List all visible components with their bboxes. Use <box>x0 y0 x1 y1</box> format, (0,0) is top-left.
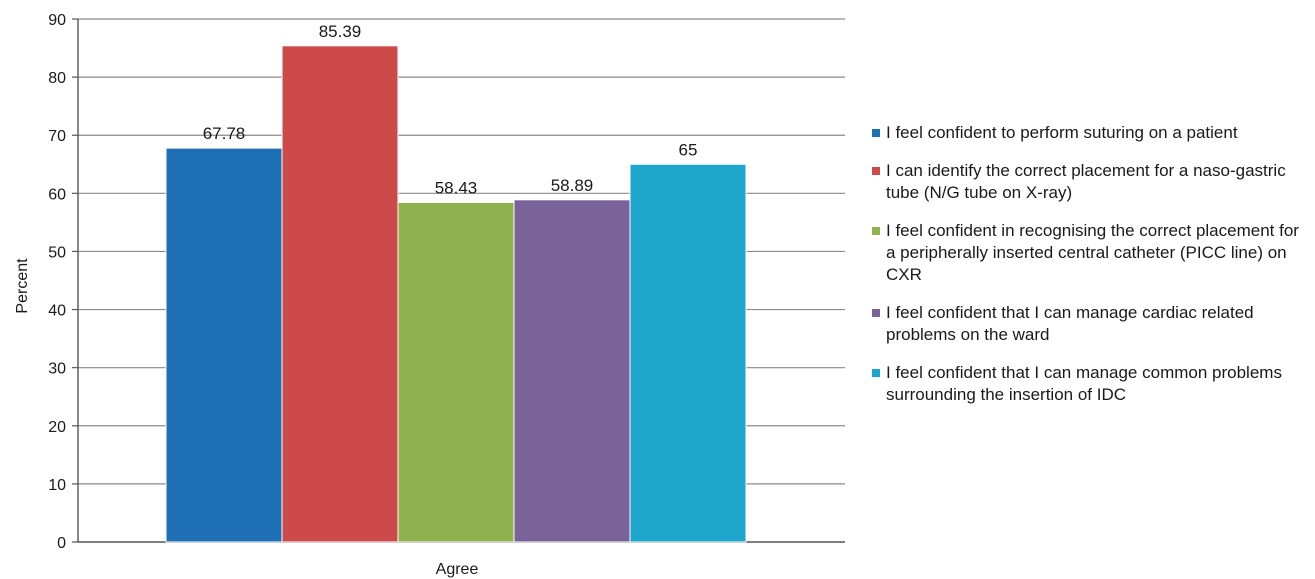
y-tick-label: 30 <box>48 361 66 378</box>
bars <box>165 45 747 543</box>
y-tick-labels: 0 10 20 30 40 50 60 70 80 90 <box>48 12 66 552</box>
legend-swatch <box>872 369 880 377</box>
x-axis-label: Agree <box>436 561 479 578</box>
y-axis-label: Percent <box>14 258 31 314</box>
y-tick-label: 0 <box>57 535 66 552</box>
bar-chart: 0 10 20 30 40 50 60 70 80 90 67.78 85.39 58.43 58.89… <box>14 12 845 578</box>
bar <box>629 163 747 543</box>
legend-swatch <box>872 227 880 235</box>
legend-item: I feel confident in recognising the corr… <box>872 220 1312 286</box>
data-labels: 67.78 85.39 58.43 58.89 65 <box>203 22 698 198</box>
y-tick-label: 10 <box>48 477 66 494</box>
legend-item: I feel confident that I can manage commo… <box>872 362 1312 406</box>
legend-item: I can identify the correct placement for… <box>872 160 1312 204</box>
legend-item: I feel confident that I can manage cardi… <box>872 302 1312 346</box>
legend-label: I feel confident that I can manage commo… <box>886 363 1282 404</box>
legend-item: I feel confident to perform suturing on … <box>872 122 1312 144</box>
data-label: 58.89 <box>551 176 594 195</box>
legend-swatch <box>872 167 880 175</box>
y-tick-label: 50 <box>48 244 66 261</box>
bar <box>397 201 515 543</box>
y-tick-label: 20 <box>48 419 66 436</box>
legend-label: I feel confident in recognising the corr… <box>886 221 1299 284</box>
bar <box>513 199 631 543</box>
bar <box>281 45 399 543</box>
y-tick-label: 70 <box>48 128 66 145</box>
legend: I feel confident to perform suturing on … <box>872 122 1312 422</box>
y-tick-label: 40 <box>48 303 66 320</box>
bar <box>165 147 283 543</box>
data-label: 58.43 <box>435 178 478 197</box>
data-label: 85.39 <box>319 22 362 41</box>
legend-label: I feel confident to perform suturing on … <box>886 123 1238 142</box>
legend-swatch <box>872 129 880 137</box>
data-label: 67.78 <box>203 124 246 143</box>
y-tick-label: 90 <box>48 12 66 29</box>
legend-swatch <box>872 309 880 317</box>
legend-label: I feel confident that I can manage cardi… <box>886 303 1254 344</box>
data-label: 65 <box>679 140 698 159</box>
y-tick-label: 60 <box>48 186 66 203</box>
y-tick-label: 80 <box>48 70 66 87</box>
legend-label: I can identify the correct placement for… <box>886 161 1286 202</box>
